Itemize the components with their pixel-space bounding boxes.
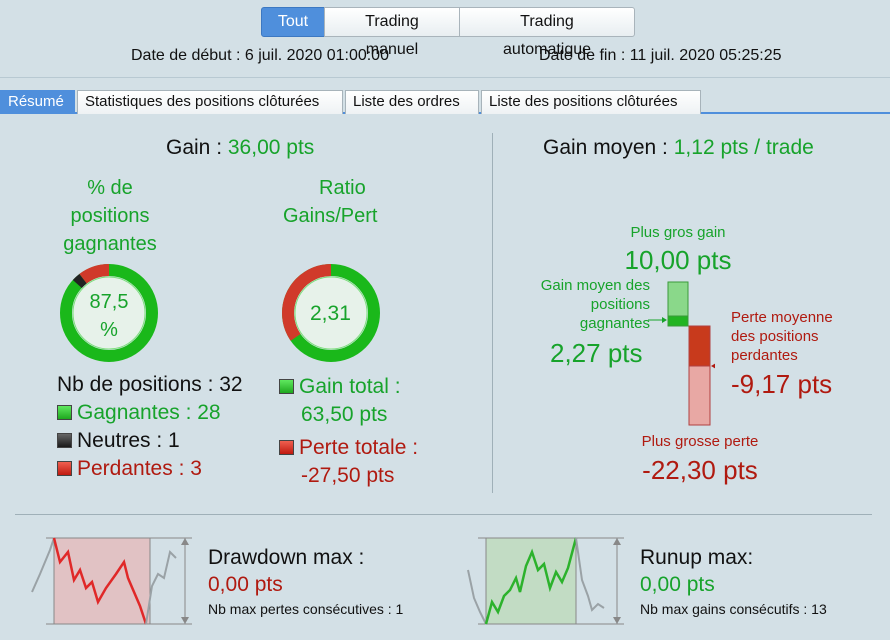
total-gain-swatch	[279, 379, 294, 394]
range-bars	[648, 281, 715, 426]
drawdown-value: 0,00 pts	[208, 573, 283, 596]
avg-gain-label: Gain moyen :	[543, 136, 668, 159]
start-date: Date de début : 6 juil. 2020 01:00:00	[131, 47, 389, 64]
avg-loss-label: Perte moyenne des positions perdantes	[731, 309, 833, 364]
mode-selector: Tout Trading manuel Trading automatique	[261, 7, 635, 58]
total-gain: Gain total : 63,50 pts	[279, 373, 401, 429]
avg-loss-value: -9,17 pts	[731, 369, 833, 399]
avg-win-label: Gain moyen des positions gagnantes	[540, 277, 650, 332]
losers-swatch	[57, 461, 72, 476]
avg-gain-value: 1,12 pts / trade	[673, 136, 814, 159]
win-pct-title: % de positions gagnantes	[63, 177, 157, 255]
avg-gain-summary: Gain moyen : 1,12 pts / trade	[543, 136, 814, 160]
neutral-swatch	[57, 433, 72, 448]
mode-manual-button[interactable]: Trading manuel	[324, 7, 460, 58]
biggest-loss-label: Plus grosse perte	[641, 433, 759, 450]
avg-win-value: 2,27 pts	[550, 338, 643, 368]
runup-title: Runup max:	[640, 546, 754, 569]
end-date: Date de fin : 11 juil. 2020 05:25:25	[539, 47, 782, 64]
ratio-value: 2,31	[310, 302, 351, 325]
drawdown-title: Drawdown max :	[208, 546, 365, 569]
tab-bar: Résumé Statistiques des positions clôtur…	[0, 88, 890, 114]
positions-losers: Perdantes : 3	[57, 457, 202, 481]
tab-summary[interactable]: Résumé	[0, 90, 75, 114]
win-pct-value: 87,5 %	[89, 291, 129, 341]
positions-winners: Gagnantes : 28	[57, 401, 221, 425]
runup-sub: Nb max gains consécutifs : 13	[640, 601, 827, 617]
gain-summary: Gain : 36,00 pts	[166, 136, 314, 160]
positions-total: Nb de positions : 32	[57, 373, 243, 396]
runup-chart	[467, 537, 624, 625]
tab-closed-positions[interactable]: Liste des positions clôturées	[481, 90, 701, 114]
ratio-title: Ratio Gains/Pert	[283, 177, 378, 227]
biggest-gain-value: 10,00 pts	[624, 245, 732, 275]
ratio-donut	[282, 264, 380, 362]
gain-value: 36,00 pts	[227, 136, 315, 159]
top-bar: Tout Trading manuel Trading automatique …	[0, 0, 890, 78]
gain-label: Gain :	[166, 136, 223, 159]
total-loss: Perte totale : -27,50 pts	[279, 434, 418, 490]
total-loss-swatch	[279, 440, 294, 455]
tab-closed-stats[interactable]: Statistiques des positions clôturées	[77, 90, 343, 114]
win-pct-donut	[60, 263, 158, 362]
biggest-gain-label: Plus gros gain	[630, 224, 726, 241]
horizontal-divider	[15, 514, 872, 515]
runup-value: 0,00 pts	[640, 573, 715, 596]
mode-all-button[interactable]: Tout	[261, 7, 325, 37]
drawdown-chart	[31, 537, 192, 625]
biggest-loss-value: -22,30 pts	[642, 455, 758, 485]
mode-auto-button[interactable]: Trading automatique	[459, 7, 635, 58]
winners-swatch	[57, 405, 72, 420]
tab-orders[interactable]: Liste des ordres	[345, 90, 479, 114]
drawdown-sub: Nb max pertes consécutives : 1	[208, 601, 404, 617]
vertical-divider	[492, 133, 493, 493]
positions-neutral: Neutres : 1	[57, 429, 180, 453]
